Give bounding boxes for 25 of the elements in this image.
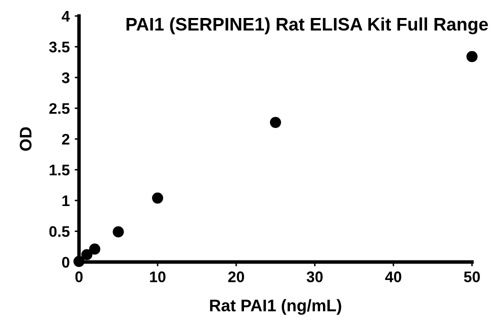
chart-title: PAI1 (SERPINE1) Rat ELISA Kit Full Range bbox=[126, 17, 488, 34]
point bbox=[270, 116, 282, 128]
y-tick-label: 4 bbox=[62, 11, 70, 22]
x-tick-label: 50 bbox=[464, 271, 480, 282]
point bbox=[81, 249, 92, 260]
point bbox=[152, 192, 164, 204]
y-tick-label: 1.5 bbox=[50, 164, 70, 176]
x-tick-label: 20 bbox=[228, 271, 244, 282]
point bbox=[112, 226, 124, 238]
y-tick-label: 2 bbox=[62, 134, 70, 145]
x-tick-label: 0 bbox=[75, 271, 83, 282]
y-tick-label: 0 bbox=[62, 256, 70, 268]
x-tick-label: 40 bbox=[385, 271, 402, 282]
point bbox=[466, 51, 478, 62]
point bbox=[73, 256, 85, 267]
y-tick-label: 2.5 bbox=[49, 103, 70, 114]
y-tick-label: 1 bbox=[62, 196, 70, 206]
point bbox=[89, 244, 100, 255]
y-tick-label: 0.5 bbox=[49, 226, 70, 237]
y-tick-label: 3.5 bbox=[49, 42, 70, 52]
x-tick-label: 10 bbox=[150, 271, 166, 282]
y-axis-title: OD bbox=[20, 127, 32, 151]
x-axis-title: Rat PAI1 (ng/mL) bbox=[210, 299, 342, 315]
y-tick-label: 3 bbox=[62, 72, 70, 84]
x-tick-label: 30 bbox=[306, 271, 323, 282]
